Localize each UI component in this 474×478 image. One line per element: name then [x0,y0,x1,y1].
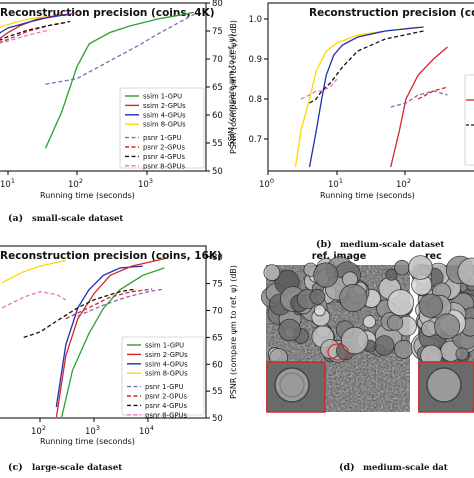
chart-c-xlabel: Running time (seconds) [40,437,135,446]
caption-c-text: large-scale dataset [32,463,122,473]
rec-image [409,256,474,412]
chart-b-yaxis-left: 0.7 0.8 0.9 1.0 [248,15,268,145]
chart-a-ytick-2: 55 [212,139,223,149]
chart-c-legend-label-8: psnr 8-GPUs [145,411,187,419]
chart-c: Reconstruction precision (coins, 16K) 10… [0,246,238,446]
chart-c-legend-label-2: ssim 2-GPUs [145,351,188,359]
chart-c-legend-label-7: psnr 4-GPUs [145,402,187,410]
chart-a-legend-label-7: psnr 4-GPUs [143,153,185,161]
chart-b-xtick-1: 100 [259,177,274,190]
caption-d-text: medium-scale dat [363,463,448,473]
chart-a-xtick-1: 101 [0,177,15,190]
chart-c-ytick-3: 60 [212,360,223,370]
chart-a-ytick-3: 60 [212,111,223,121]
chart-a-ytick-5: 70 [212,55,223,65]
chart-a-legend-label-8: psnr 8-GPUs [143,162,185,170]
caption-a-text: small-scale dataset [32,214,123,224]
chart-c-ytick-4: 65 [212,333,223,343]
chart-a-ytick-7: 80 [212,0,223,9]
chart-c-ylabel-right: PSNR (compare ψm to ref. ψ) (dB) [229,265,238,399]
chart-a-xlabel: Running time (seconds) [40,191,135,200]
chart-c-xtick-3: 104 [139,424,154,437]
caption-d-letter: (d) [339,462,355,473]
chart-a-legend-label-2: ssim 2-GPUs [143,102,186,110]
chart-a: Reconstruction precision (coins, 4K) 101… [0,0,238,200]
chart-c-series-line-1 [2,261,66,283]
chart-a-ytick-1: 50 [212,167,223,177]
chart-a-legend-label-6: psnr 2-GPUs [143,144,185,152]
chart-b-title: Reconstruction precision (coins, 8K) [309,7,474,19]
chart-c-series-line-6 [24,289,136,337]
chart-b-ytick-4: 1.0 [248,15,262,25]
chart-c-title: Reconstruction precision (coins, 16K) [0,250,222,262]
chart-b-series-line-4 [301,79,337,99]
chart-b-series-line-5 [391,47,448,167]
chart-b-ytick-3: 0.9 [248,55,262,65]
chart-b-ytick-1: 0.7 [248,135,262,145]
chart-c-ytick-2: 55 [212,387,223,397]
caption-b-letter: (b) [316,239,332,250]
chart-b-xaxis: 100 101 102 Running time (seconds) [259,171,415,200]
chart-b: Reconstruction precision (coins, 8K) 100… [227,3,474,200]
chart-a-xtick-2: 102 [68,177,83,190]
chart-c-ytick-1: 50 [212,414,223,424]
chart-a-yaxis-right: 50 55 60 65 70 75 80 [206,0,223,177]
chart-b-xtick-2: 101 [328,177,343,190]
chart-c-legend-label-5: psnr 1-GPU [145,383,184,391]
chart-a-series-line-5 [46,14,195,84]
chart-b-xlabel: Running time (seconds) [320,191,415,200]
chart-c-xtick-2: 103 [85,424,100,437]
chart-c-legend-label-1: ssim 1-GPU [145,342,184,350]
chart-a-xtick-3: 103 [138,177,153,190]
chart-b-ytick-2: 0.8 [248,95,262,105]
chart-b-xtick-3: 102 [396,177,411,190]
chart-c-legend-label-6: psnr 2-GPUs [145,393,187,401]
chart-a-ytick-4: 65 [212,83,223,93]
chart-c-series-line-2 [2,292,66,308]
chart-c-ytick-6: 75 [212,280,223,290]
chart-c-xaxis: 102 103 104 Running time (seconds) [31,418,154,446]
chart-b-series-line-7 [418,87,447,99]
chart-a-legend-label-3: ssim 4-GPUs [143,111,186,119]
chart-b-series-line-3 [310,31,424,103]
chart-c-series-line-8 [78,289,165,316]
chart-a-legend-label-5: psnr 1-GPU [143,134,182,142]
caption-c-letter: (c) [8,462,23,473]
caption-a-letter: (a) [8,213,23,224]
chart-a-legend-label-4: ssim 8-GPUs [143,121,186,129]
image-panel-d: ref. image rec [261,251,474,412]
chart-a-xaxis: 101 102 103 Running time (seconds) [0,171,153,200]
chart-a-series-line-7 [0,22,70,44]
chart-c-legend-label-4: ssim 8-GPUs [145,370,188,378]
ref-image [261,257,416,412]
chart-b-ylabel-left: SSIM (compare ψm to ref. ψ) [227,34,236,147]
chart-c-yaxis-right: 50 55 60 65 70 75 80 [206,253,223,424]
chart-a-ytick-6: 75 [212,27,223,37]
chart-a-title: Reconstruction precision (coins, 4K) [0,7,215,19]
chart-c-xtick-1: 102 [31,424,46,437]
chart-c-ytick-7: 80 [212,253,223,263]
chart-c-ytick-5: 70 [212,307,223,317]
caption-b-text: medium-scale dataset [340,240,444,250]
chart-c-legend-label-3: ssim 4-GPUs [145,360,188,368]
chart-b-series [296,27,448,167]
chart-b-legend [465,75,474,165]
chart-a-legend-label-1: ssim 1-GPU [143,93,182,101]
